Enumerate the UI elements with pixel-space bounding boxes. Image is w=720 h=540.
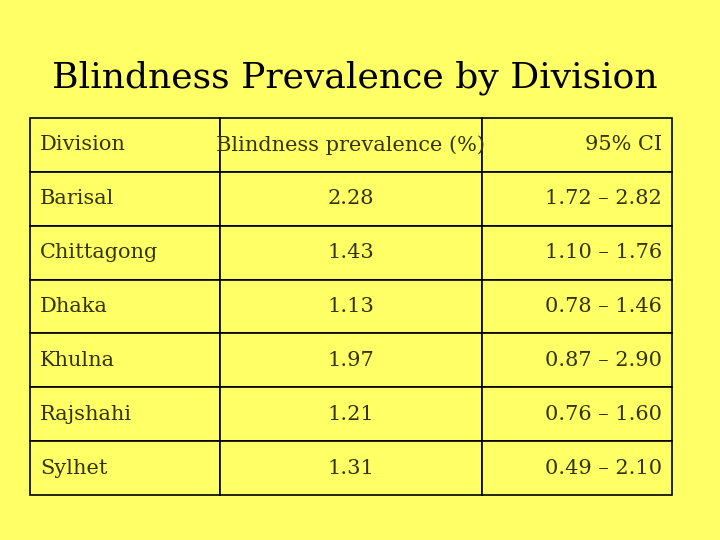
Text: 1.10 – 1.76: 1.10 – 1.76	[544, 243, 662, 262]
Text: 1.72 – 2.82: 1.72 – 2.82	[545, 190, 662, 208]
Bar	[220, 387, 482, 441]
Bar	[220, 118, 482, 172]
Bar	[30, 226, 220, 280]
Text: 0.76 – 1.60: 0.76 – 1.60	[545, 404, 662, 424]
Bar	[482, 441, 672, 495]
Text: Dhaka: Dhaka	[40, 297, 108, 316]
Text: Rajshahi: Rajshahi	[40, 404, 132, 424]
Bar	[30, 280, 220, 333]
Text: Sylhet: Sylhet	[40, 458, 107, 477]
Bar	[482, 333, 672, 387]
Text: 1.21: 1.21	[328, 404, 374, 424]
Text: 95% CI: 95% CI	[585, 136, 662, 154]
Bar	[220, 280, 482, 333]
Bar	[30, 118, 220, 172]
Text: 0.87 – 2.90: 0.87 – 2.90	[545, 351, 662, 370]
Bar	[482, 280, 672, 333]
Text: Chittagong: Chittagong	[40, 243, 158, 262]
Text: 1.13: 1.13	[328, 297, 374, 316]
Text: 0.78 – 1.46: 0.78 – 1.46	[545, 297, 662, 316]
Text: Division: Division	[40, 136, 126, 154]
Bar	[30, 172, 220, 226]
Bar	[30, 333, 220, 387]
Text: 1.43: 1.43	[328, 243, 374, 262]
Text: 1.31: 1.31	[328, 458, 374, 477]
Text: Blindness prevalence (%): Blindness prevalence (%)	[217, 135, 485, 155]
Bar	[30, 387, 220, 441]
Bar	[482, 118, 672, 172]
Bar	[482, 226, 672, 280]
Bar	[482, 387, 672, 441]
Bar	[220, 333, 482, 387]
Bar	[220, 172, 482, 226]
Text: 2.28: 2.28	[328, 190, 374, 208]
Bar	[220, 226, 482, 280]
Bar	[30, 441, 220, 495]
Bar	[220, 441, 482, 495]
Text: 1.97: 1.97	[328, 351, 374, 370]
Bar	[482, 172, 672, 226]
Text: Blindness Prevalence by Division: Blindness Prevalence by Division	[52, 60, 657, 95]
Text: Khulna: Khulna	[40, 351, 115, 370]
Text: Barisal: Barisal	[40, 190, 114, 208]
Text: 0.49 – 2.10: 0.49 – 2.10	[544, 458, 662, 477]
